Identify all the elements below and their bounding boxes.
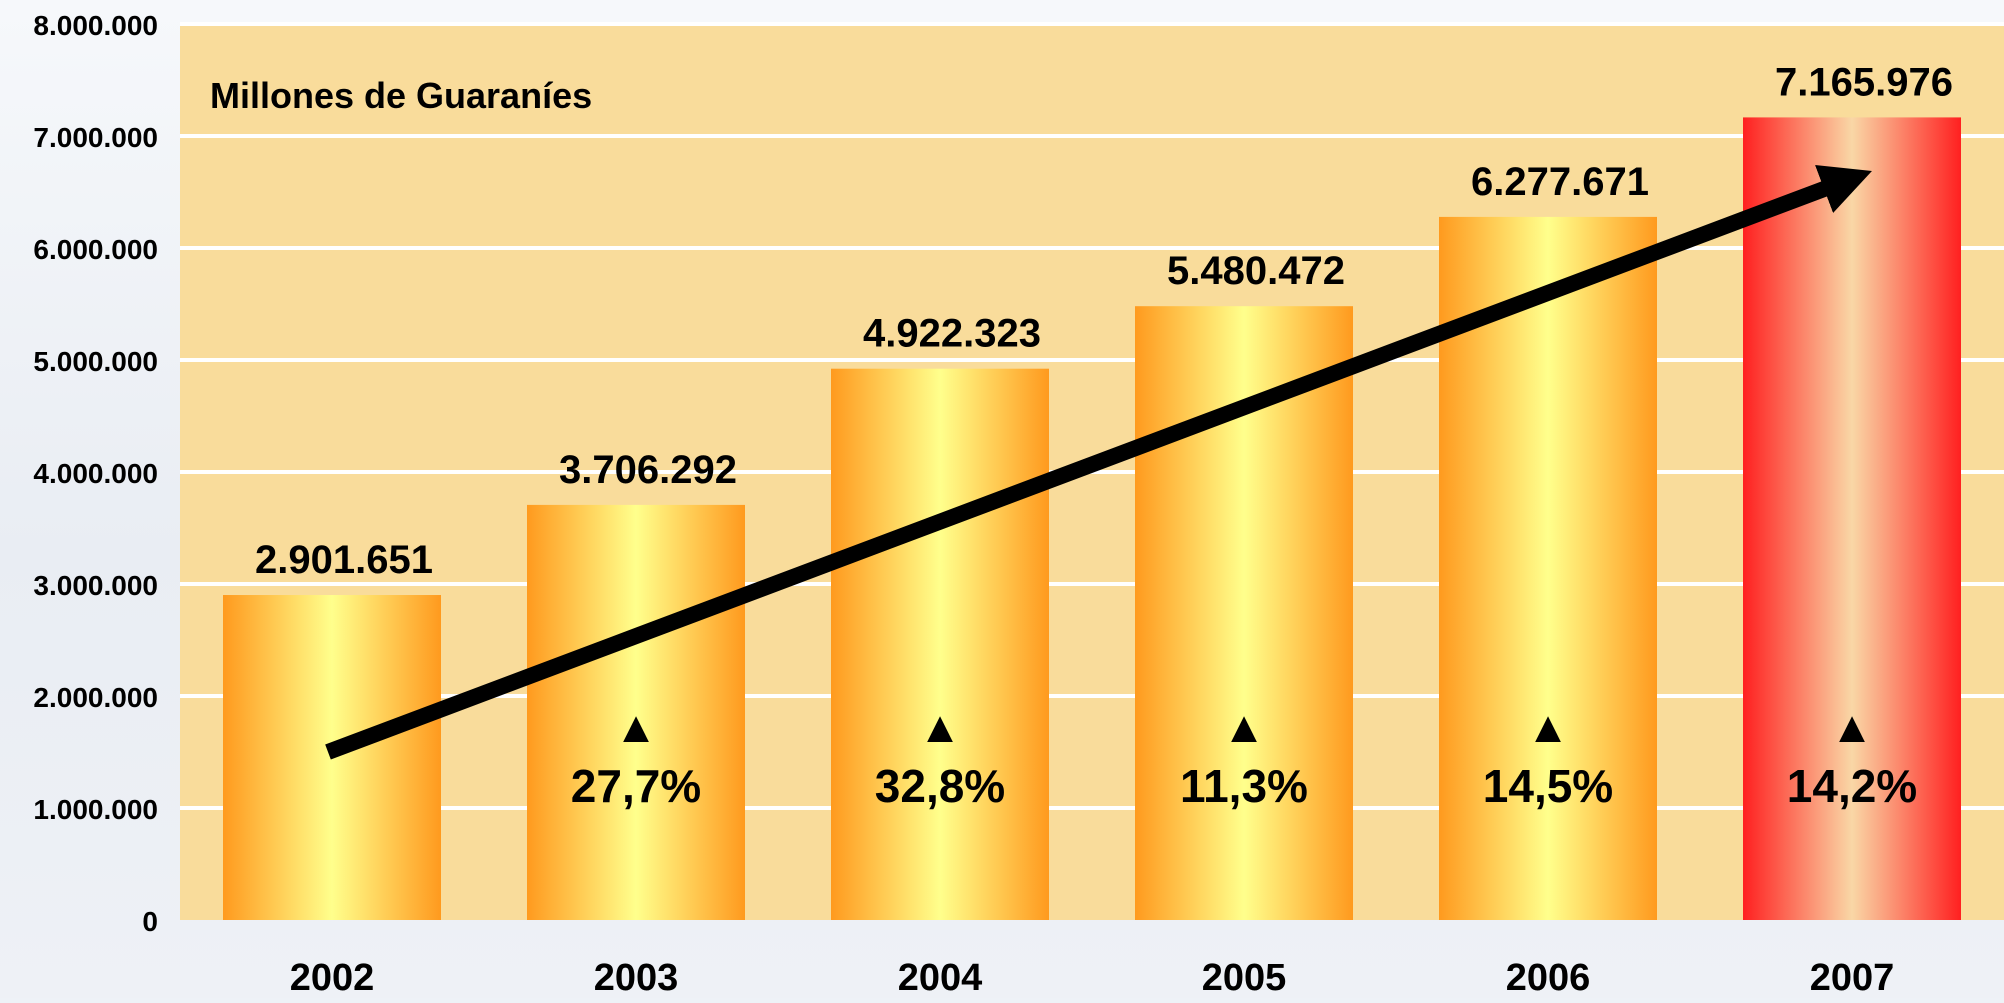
x-axis: 2002 2003 2004 2005 2006 2007 bbox=[290, 957, 1895, 999]
bar-2005 bbox=[1135, 306, 1353, 920]
bar-2007 bbox=[1743, 117, 1961, 920]
bar-2003 bbox=[527, 504, 745, 920]
y-tick-label: 2.000.000 bbox=[33, 682, 158, 713]
x-tick-label-2007: 2007 bbox=[1810, 957, 1895, 998]
growth-label-2006: 14,5% bbox=[1483, 760, 1613, 812]
growth-label-2004: 32,8% bbox=[875, 760, 1005, 812]
y-axis: 0 1.000.000 2.000.000 3.000.000 4.000.000 5.0… bbox=[33, 10, 158, 937]
value-labels: 2.901.651 3.706.292 4.922.323 5.480.472 6.27… bbox=[255, 60, 1953, 582]
x-tick-label-2006: 2006 bbox=[1506, 957, 1591, 998]
y-tick-label: 7.000.000 bbox=[33, 122, 158, 153]
growth-labels: ▲ 27,7% ▲ 32,8% ▲ 11,3% ▲ 14,5% ▲ 14,2% bbox=[571, 703, 1917, 812]
trend-arrow bbox=[325, 165, 1872, 760]
growth-marker-2005: ▲ bbox=[1222, 703, 1266, 752]
growth-label-2005: 11,3% bbox=[1180, 760, 1308, 812]
growth-marker-2007: ▲ bbox=[1830, 703, 1874, 752]
x-tick-label-2005: 2005 bbox=[1202, 957, 1287, 998]
growth-marker-2003: ▲ bbox=[614, 703, 658, 752]
y-tick-label: 4.000.000 bbox=[33, 458, 158, 489]
value-label-2006: 6.277.671 bbox=[1471, 160, 1649, 204]
x-tick-label-2004: 2004 bbox=[898, 957, 983, 998]
growth-label-2007: 14,2% bbox=[1787, 760, 1917, 812]
y-tick-label: 0 bbox=[142, 906, 158, 937]
value-label-2002: 2.901.651 bbox=[255, 538, 433, 582]
x-tick-label-2002: 2002 bbox=[290, 957, 375, 998]
x-tick-label-2003: 2003 bbox=[594, 957, 679, 998]
growth-marker-2006: ▲ bbox=[1526, 703, 1570, 752]
y-tick-label: 3.000.000 bbox=[33, 570, 158, 601]
bar-2004 bbox=[831, 368, 1049, 920]
value-label-2003: 3.706.292 bbox=[559, 448, 737, 492]
y-tick-label: 6.000.000 bbox=[33, 234, 158, 265]
value-label-2007: 7.165.976 bbox=[1775, 60, 1953, 104]
value-label-2004: 4.922.323 bbox=[863, 312, 1041, 356]
y-tick-label: 5.000.000 bbox=[33, 346, 158, 377]
growth-marker-2004: ▲ bbox=[918, 703, 962, 752]
growth-label-2003: 27,7% bbox=[571, 760, 701, 812]
bar-2006 bbox=[1439, 216, 1657, 920]
y-tick-label: 1.000.000 bbox=[33, 794, 158, 825]
value-label-2005: 5.480.472 bbox=[1167, 249, 1345, 293]
y-tick-label: 8.000.000 bbox=[33, 10, 158, 41]
unit-label: Millones de Guaraníes bbox=[210, 75, 592, 116]
